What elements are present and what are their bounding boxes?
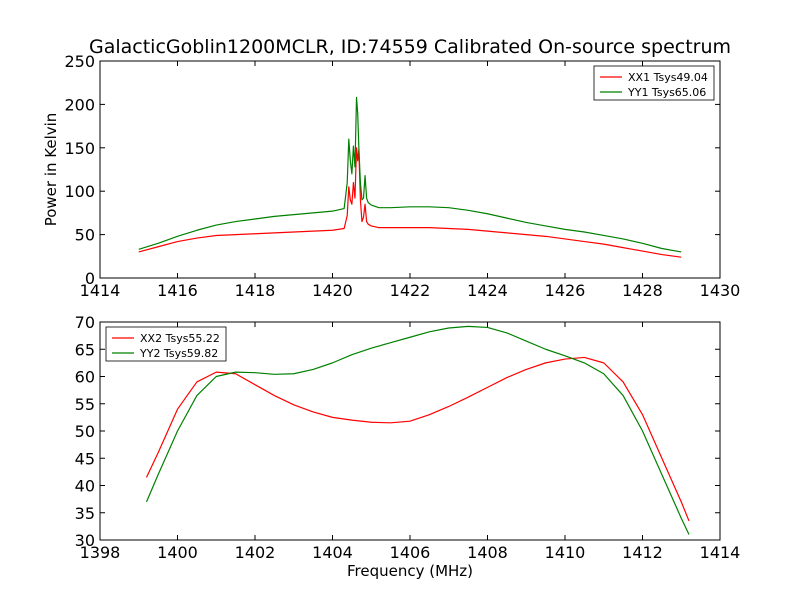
y-tick-label: 65 [75,340,95,359]
x-tick-label: 1410 [545,543,586,562]
y-tick-label: 50 [75,422,95,441]
series-line-yy2 [145,325,690,535]
y-tick-label: 60 [75,368,95,387]
y-tick-label: 150 [64,139,95,158]
x-axis-label: Frequency (MHz) [347,562,473,580]
x-tick-label: 1420 [312,281,353,300]
series-line-xx2 [145,356,690,522]
x-tick-label: 1416 [157,281,198,300]
x-tick-label: 1426 [545,281,586,300]
x-tick-label: 1418 [235,281,276,300]
legend-label: YY1 Tsys65.06 [627,86,706,99]
x-tick-label: 1402 [235,543,276,562]
x-tick-label: 1408 [467,543,508,562]
series-line-xx1 [138,147,682,258]
legend-box [105,326,227,362]
y-tick-label: 35 [75,504,95,523]
top-panel: 1414 1416 1418 1420 1422 1424 1426 1428 1430 0 50 1… [64,52,740,300]
legend-label: XX2 Tsys55.22 [140,332,220,345]
x-tick-label: 1428 [622,281,663,300]
y-tick-label: 55 [75,395,95,414]
x-tick-label: 1422 [390,281,431,300]
legend-box [593,65,715,101]
y-tick-label: 30 [75,531,95,550]
y-axis-label: Power in Kelvin [42,113,60,227]
x-tick-label: 1414 [700,543,741,562]
series-line-yy1 [138,96,682,253]
y-tick-label: 40 [75,477,95,496]
bottom-panel: 1398 1400 1402 1404 1406 1408 1410 1412 1414 30 35… [75,313,741,562]
x-tick-label: 1414 [80,281,121,300]
legend-label: YY2 Tsys59.82 [139,347,218,360]
chart-title: GalacticGoblin1200MCLR, ID:74559 Calibra… [89,36,731,58]
x-tick-label: 1412 [622,543,663,562]
x-tick-label: 1400 [157,543,198,562]
legend: XX1 Tsys49.04 YY1 Tsys65.06 [593,65,715,101]
y-tick-label: 50 [75,226,95,245]
y-tick-label: 70 [75,313,95,332]
legend-label: XX1 Tsys49.04 [628,71,708,84]
x-tick-label: 1404 [312,543,353,562]
y-tick-label: 200 [64,95,95,114]
x-tick-label: 1430 [700,281,741,300]
y-tick-label: 45 [75,449,95,468]
legend: XX2 Tsys55.22 YY2 Tsys59.82 [105,326,227,362]
y-tick-label: 250 [64,52,95,71]
x-tick-label: 1406 [390,543,431,562]
x-tick-label: 1398 [80,543,121,562]
y-tick-label: 0 [85,269,95,288]
y-tick-label: 100 [64,182,95,201]
x-tick-label: 1424 [467,281,508,300]
